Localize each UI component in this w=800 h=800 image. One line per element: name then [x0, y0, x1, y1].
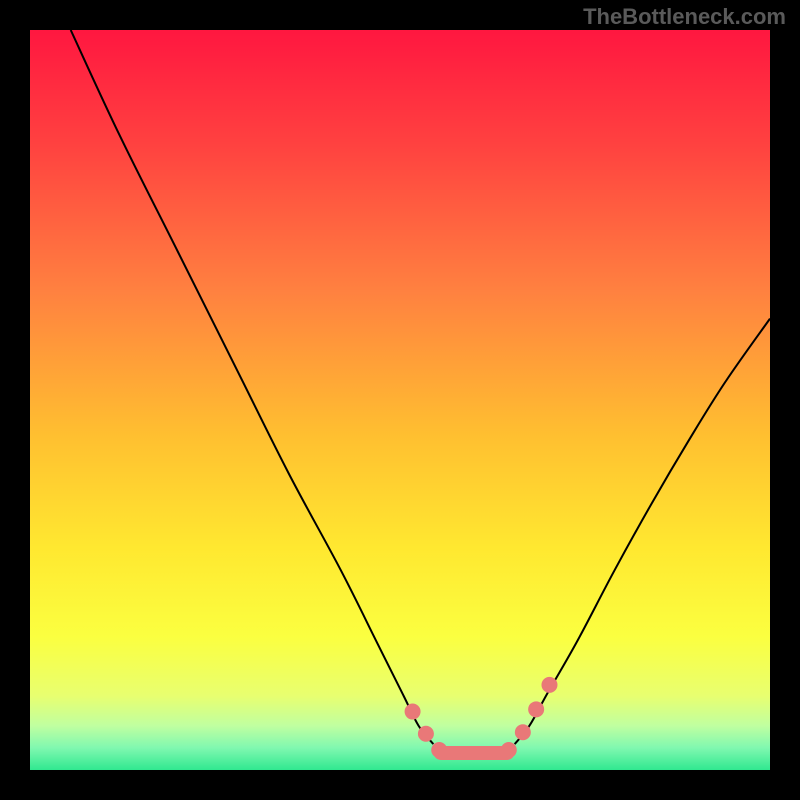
watermark-text: TheBottleneck.com — [583, 4, 786, 30]
plot-background — [30, 30, 770, 770]
marker-point — [541, 677, 557, 693]
marker-point — [431, 742, 447, 758]
chart-svg — [0, 0, 800, 800]
chart-frame: TheBottleneck.com — [0, 0, 800, 800]
marker-point — [515, 724, 531, 740]
marker-point — [501, 742, 517, 758]
marker-point — [528, 701, 544, 717]
marker-point — [418, 726, 434, 742]
marker-point — [405, 704, 421, 720]
